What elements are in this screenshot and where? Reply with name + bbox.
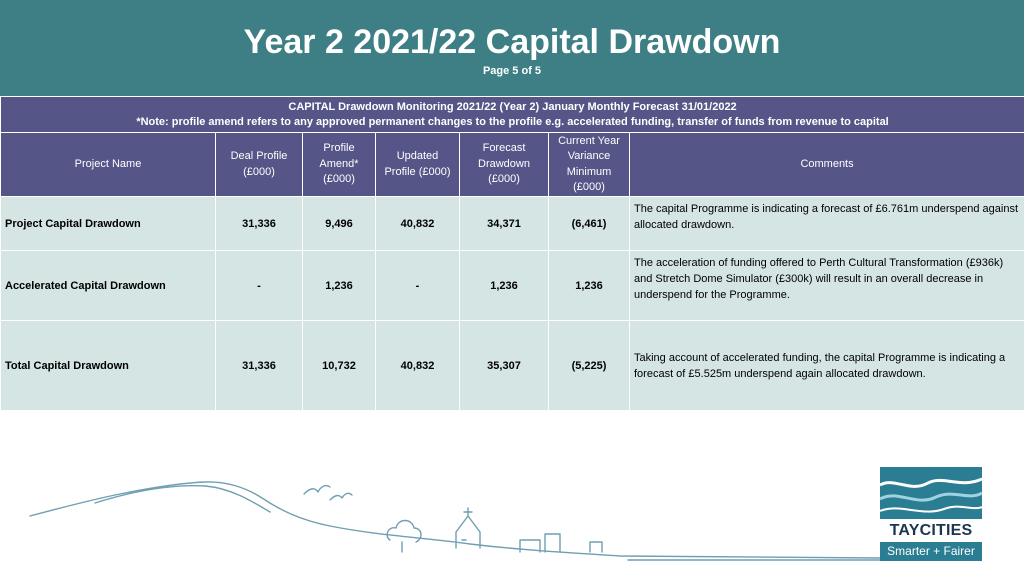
river-logo-icon <box>880 467 982 519</box>
tree-icon <box>386 519 422 553</box>
table-row: Project Capital Drawdown 31,336 9,496 40… <box>0 196 1024 251</box>
row-variance: (6,461) <box>548 196 630 251</box>
page-indicator: Page 5 of 5 <box>482 65 542 77</box>
row-updated-profile: - <box>375 250 460 321</box>
row-deal-profile: 31,336 <box>215 196 303 251</box>
row-project-name: Project Capital Drawdown <box>0 196 216 251</box>
row-variance: 1,236 <box>548 250 630 321</box>
landscape-illustration <box>29 481 880 561</box>
row-deal-profile: 31,336 <box>215 320 303 411</box>
col-header-project-name: Project Name <box>0 132 216 197</box>
logo-name: TAYCITIES <box>889 522 973 539</box>
building-icon <box>519 533 603 553</box>
row-updated-profile: 40,832 <box>375 196 460 251</box>
table-row: Total Capital Drawdown 31,336 10,732 40,… <box>0 320 1024 411</box>
row-comment: The acceleration of funding offered to P… <box>628 250 1024 321</box>
bird-icon <box>329 492 353 501</box>
bird-icon <box>303 484 331 495</box>
taycities-logo: TAYCITIES Smarter + Fairer <box>880 467 982 561</box>
table-row: Accelerated Capital Drawdown - 1,236 - 1… <box>0 250 1024 321</box>
row-profile-amend: 10,732 <box>302 320 376 411</box>
col-header-profile-amend: Profile Amend* (£000) <box>302 132 376 197</box>
banner-title: CAPITAL Drawdown Monitoring 2021/22 (Yea… <box>288 100 737 113</box>
row-forecast-drawdown: 35,307 <box>459 320 549 411</box>
col-header-deal-profile: Deal Profile (£000) <box>215 132 303 197</box>
banner-note: *Note: profile amend refers to any appro… <box>136 115 889 128</box>
row-forecast-drawdown: 1,236 <box>459 250 549 321</box>
hill-outline-2 <box>94 484 271 513</box>
row-profile-amend: 1,236 <box>302 250 376 321</box>
row-comment: The capital Programme is indicating a fo… <box>628 196 1024 251</box>
header-band <box>0 0 1024 96</box>
capital-drawdown-table: CAPITAL Drawdown Monitoring 2021/22 (Yea… <box>0 96 1024 411</box>
col-header-comments: Comments <box>628 132 1024 197</box>
col-header-forecast-drawdown: Forecast Drawdown (£000) <box>459 132 549 197</box>
row-project-name: Total Capital Drawdown <box>0 320 216 411</box>
col-header-updated-profile: Updated Profile (£000) <box>375 132 460 197</box>
church-icon <box>455 507 481 549</box>
row-profile-amend: 9,496 <box>302 196 376 251</box>
slide-title: Year 2 2021/22 Capital Drawdown <box>243 23 781 61</box>
row-comment: Taking account of accelerated funding, t… <box>628 320 1024 411</box>
hill-outline <box>29 481 880 559</box>
row-updated-profile: 40,832 <box>375 320 460 411</box>
row-deal-profile: - <box>215 250 303 321</box>
row-variance: (5,225) <box>548 320 630 411</box>
table-banner: CAPITAL Drawdown Monitoring 2021/22 (Yea… <box>0 96 1024 133</box>
logo-tagline: Smarter + Fairer <box>880 542 982 561</box>
row-project-name: Accelerated Capital Drawdown <box>0 250 216 321</box>
row-forecast-drawdown: 34,371 <box>459 196 549 251</box>
col-header-variance-minimum: Current Year Variance Minimum (£000) <box>548 132 630 197</box>
